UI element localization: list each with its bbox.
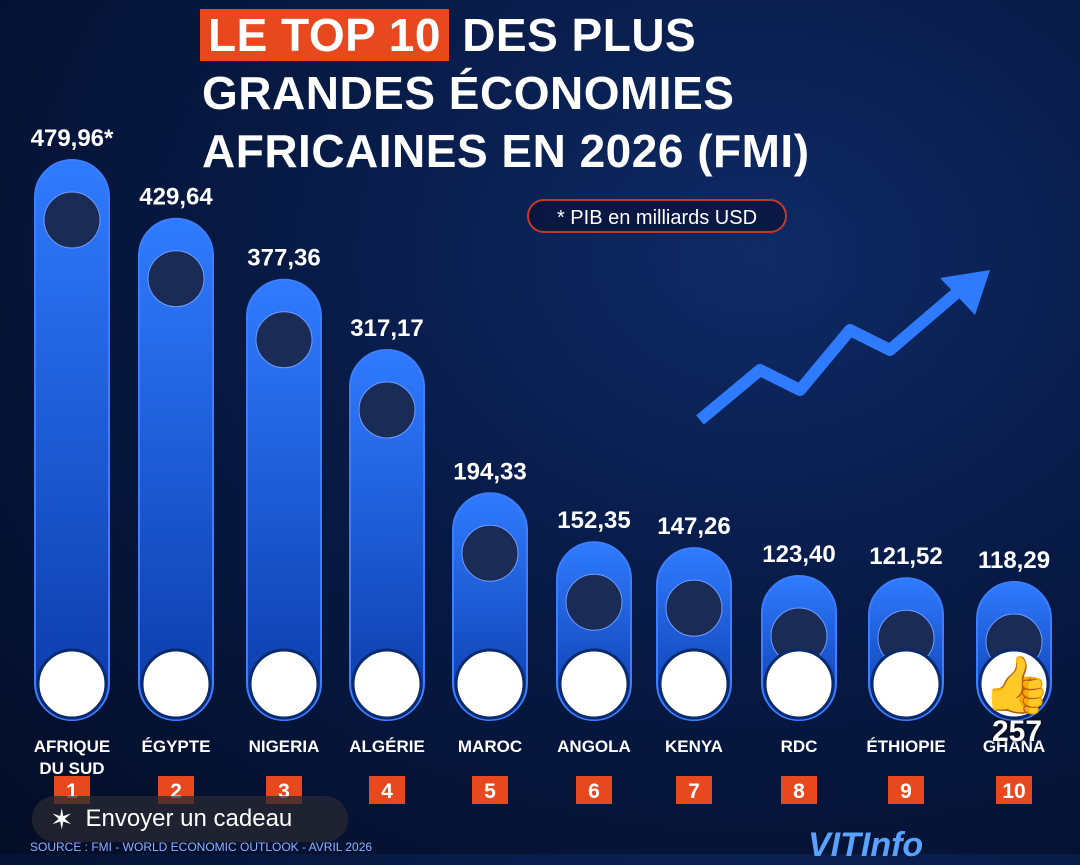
rank-label-4: 4 bbox=[381, 780, 393, 803]
category-label-2: ÉGYPTE bbox=[142, 737, 211, 756]
value-label-5: 194,33 bbox=[453, 458, 526, 485]
title-line-1: LE TOP 10 DES PLUS bbox=[200, 6, 810, 64]
portrait-1 bbox=[43, 191, 101, 249]
category-label-1-1: AFRIQUE bbox=[34, 737, 111, 756]
category-label-4: ALGÉRIE bbox=[349, 737, 425, 756]
chart-title: LE TOP 10 DES PLUS GRANDES ÉCONOMIES AFR… bbox=[200, 6, 810, 180]
category-label-10: GHANA bbox=[983, 737, 1045, 756]
value-label-2: 429,64 bbox=[139, 184, 213, 211]
rank-box-7 bbox=[676, 776, 712, 804]
rank-label-2: 2 bbox=[170, 780, 182, 803]
bar-2 bbox=[138, 217, 214, 722]
like-count: 257 bbox=[991, 715, 1043, 748]
portrait-7 bbox=[665, 579, 723, 637]
portrait-4 bbox=[358, 381, 416, 439]
portrait-2 bbox=[147, 250, 205, 308]
title-highlight: LE TOP 10 bbox=[200, 9, 449, 61]
rank-box-4 bbox=[369, 776, 405, 804]
category-label-3: NIGERIA bbox=[249, 737, 320, 756]
value-label-9: 121,52 bbox=[869, 543, 942, 570]
flag-3 bbox=[248, 648, 320, 720]
category-label-7: KENYA bbox=[665, 737, 723, 756]
like-button[interactable]: 👍 257 bbox=[972, 655, 1062, 749]
flag-6 bbox=[558, 648, 630, 720]
title-line-3: AFRICAINES EN 2026 (FMI) bbox=[202, 125, 810, 177]
rank-box-9 bbox=[888, 776, 924, 804]
rank-label-6: 6 bbox=[588, 780, 600, 803]
gift-icon: ✶ bbox=[50, 803, 74, 835]
value-label-3: 377,36 bbox=[247, 245, 320, 272]
value-label-1: 479,96* bbox=[31, 125, 114, 152]
rank-label-10: 10 bbox=[1002, 780, 1025, 803]
rank-box-8 bbox=[781, 776, 817, 804]
flag-8 bbox=[763, 648, 835, 720]
growth-arrow-icon bbox=[696, 270, 990, 425]
flag-4 bbox=[351, 648, 423, 720]
send-gift-button[interactable]: ✶ Envoyer un cadeau bbox=[32, 796, 348, 842]
flag-1 bbox=[36, 648, 108, 720]
source-note: SOURCE : FMI - WORLD ECONOMIC OUTLOOK - … bbox=[30, 840, 373, 854]
flag-2 bbox=[140, 648, 212, 720]
category-label-5: MAROC bbox=[458, 737, 522, 756]
category-label-6: ANGOLA bbox=[557, 737, 631, 756]
value-label-10: 118,29 bbox=[978, 547, 1050, 574]
bar-3 bbox=[246, 278, 322, 721]
value-label-8: 123,40 bbox=[762, 541, 835, 568]
flag-9 bbox=[870, 648, 942, 720]
flag-10 bbox=[978, 648, 1050, 720]
brand-logo: VITInfo bbox=[808, 826, 924, 864]
rank-label-7: 7 bbox=[688, 780, 700, 803]
portrait-6 bbox=[565, 573, 623, 631]
category-label-1-2: DU SUD bbox=[39, 759, 104, 778]
rank-label-5: 5 bbox=[484, 780, 496, 803]
thumbs-up-icon: 👍 bbox=[982, 653, 1052, 716]
value-label-4: 317,17 bbox=[350, 315, 423, 342]
rank-box-6 bbox=[576, 776, 612, 804]
flag-5 bbox=[454, 648, 526, 720]
category-label-8: RDC bbox=[781, 737, 818, 756]
gift-label: Envoyer un cadeau bbox=[85, 805, 293, 832]
portrait-3 bbox=[255, 311, 313, 369]
rank-box-5 bbox=[472, 776, 508, 804]
rank-label-9: 9 bbox=[900, 780, 912, 803]
portrait-5 bbox=[461, 524, 519, 582]
category-label-9: ÉTHIOPIE bbox=[866, 737, 945, 756]
rank-label-3: 3 bbox=[278, 780, 290, 803]
unit-note: * PIB en milliards USD bbox=[527, 199, 787, 233]
rank-box-10 bbox=[996, 776, 1032, 804]
bar-4 bbox=[349, 348, 425, 721]
title-rest: DES PLUS bbox=[462, 9, 697, 61]
flag-7 bbox=[658, 648, 730, 720]
value-label-7: 147,26 bbox=[657, 513, 730, 540]
bar-1 bbox=[34, 159, 110, 721]
rank-label-8: 8 bbox=[793, 780, 805, 803]
value-label-6: 152,35 bbox=[557, 507, 630, 534]
title-line-2: GRANDES ÉCONOMIES bbox=[202, 67, 735, 119]
